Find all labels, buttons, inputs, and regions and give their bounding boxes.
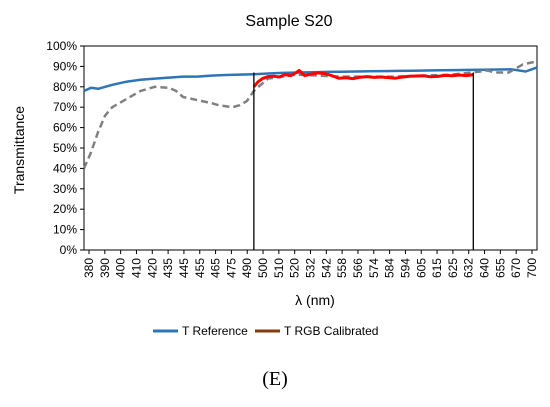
x-tick-label: 410	[129, 258, 143, 278]
x-tick-label: 605	[414, 258, 428, 278]
y-axis-label: Transmittance	[11, 106, 27, 194]
x-tick-label: 700	[525, 258, 539, 278]
x-tick-label: 455	[193, 258, 207, 278]
x-tick-label: 566	[351, 258, 365, 278]
x-tick-label: 655	[493, 258, 507, 278]
x-tick-label: 510	[272, 258, 286, 278]
chart-title: Sample S20	[245, 13, 332, 30]
x-tick-label: 465	[209, 258, 223, 278]
y-tick-label: 50%	[53, 141, 77, 155]
x-tick-label: 625	[446, 258, 460, 278]
x-tick-label: 615	[430, 258, 444, 278]
x-tick-label: 435	[161, 258, 175, 278]
y-tick-label: 40%	[53, 161, 77, 175]
series-layer	[82, 60, 538, 169]
marker-lines	[253, 72, 474, 250]
x-tick-label: 475	[224, 258, 238, 278]
x-tick-label: 400	[114, 258, 128, 278]
x-tick-label: 390	[98, 258, 112, 278]
y-tick-label: 30%	[53, 182, 77, 196]
legend-rgb-calibrated-label: T RGB Calibrated	[284, 324, 378, 338]
x-tick-label: 445	[177, 258, 191, 278]
x-tick-label: 490	[240, 258, 254, 278]
x-axis-ticks: 380 390 400 410 420 435 445 455 465 475 490 500 510 5…	[82, 250, 539, 278]
x-tick-label: 632	[462, 258, 476, 278]
y-tick-label: 100%	[46, 39, 77, 53]
transmittance-chart: Sample S20 0% 10% 20% 30% 40% 50% 60% 70% 80% 90%…	[11, 13, 539, 338]
x-tick-label: 558	[335, 258, 349, 278]
x-tick-label: 542	[319, 258, 333, 278]
x-tick-label: 520	[288, 258, 302, 278]
series-dashed-line	[82, 60, 538, 169]
x-tick-label: 584	[383, 258, 397, 278]
y-tick-label: 70%	[53, 100, 77, 114]
y-tick-label: 80%	[53, 80, 77, 94]
x-tick-label: 532	[304, 258, 318, 278]
x-tick-label: 574	[367, 258, 381, 278]
x-axis-label: λ (nm)	[295, 292, 335, 308]
series-rgb-calibrated-line	[252, 69, 474, 88]
x-tick-label: 640	[478, 258, 492, 278]
x-tick-label: 420	[145, 258, 159, 278]
x-tick-label: 594	[398, 258, 412, 278]
x-tick-label: 500	[256, 258, 270, 278]
legend: T Reference T RGB Calibrated	[153, 324, 378, 338]
figure-caption: (E)	[262, 368, 288, 390]
plot-area-frame	[83, 45, 538, 251]
y-tick-label: 20%	[53, 202, 77, 216]
y-tick-label: 10%	[53, 223, 77, 237]
legend-reference-label: T Reference	[182, 324, 248, 338]
y-tick-label: 0%	[60, 243, 78, 257]
y-tick-label: 90%	[53, 59, 77, 73]
y-axis-ticks: 0% 10% 20% 30% 40% 50% 60% 70% 80% 90% 100%	[46, 39, 84, 257]
y-tick-label: 60%	[53, 121, 77, 135]
x-tick-label: 670	[509, 258, 523, 278]
x-tick-label: 380	[82, 258, 96, 278]
